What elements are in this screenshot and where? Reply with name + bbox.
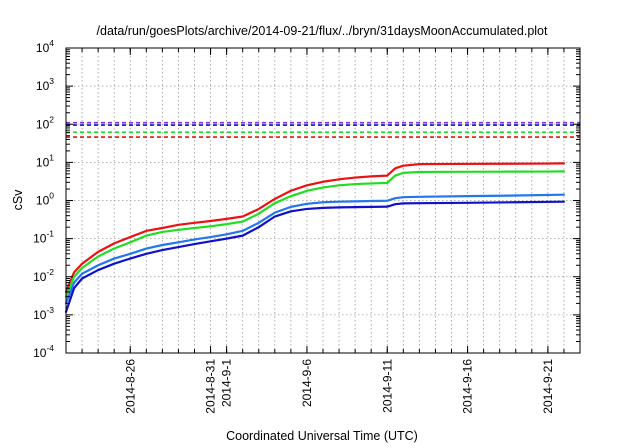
y-tick-label: 10-4 bbox=[33, 343, 54, 360]
y-tick-label: 10-1 bbox=[33, 229, 54, 246]
x-tick-label: 2014-9-16 bbox=[461, 359, 475, 414]
y-tick-label: 103 bbox=[36, 76, 54, 93]
series-line bbox=[64, 200, 566, 313]
chart-title: /data/run/goesPlots/archive/2014-09-21/f… bbox=[97, 24, 548, 38]
series-line bbox=[64, 193, 566, 305]
y-tick-label: 100 bbox=[36, 191, 54, 208]
y-tick-label: 104 bbox=[36, 38, 54, 55]
y-tick-exponent: -2 bbox=[46, 267, 54, 277]
y-tick-label: 10-3 bbox=[33, 305, 54, 322]
grid bbox=[66, 48, 580, 353]
series-lines bbox=[64, 162, 566, 313]
x-tick-label: 2014-8-26 bbox=[123, 359, 137, 414]
y-tick-exponent: 0 bbox=[49, 191, 54, 201]
y-tick-exponent: -1 bbox=[46, 229, 54, 239]
y-tick-exponent: -3 bbox=[46, 305, 54, 315]
x-axis: 2014-8-26 2014-8-31 2014-9-1 2014-9-6 2014-9… bbox=[81, 48, 565, 414]
reference-lines bbox=[66, 121, 580, 138]
y-tick-exponent: 3 bbox=[49, 76, 54, 86]
x-tick-label: 2014-9-21 bbox=[541, 359, 555, 414]
y-tick-exponent: 1 bbox=[49, 152, 54, 162]
y-axis-label: cSv bbox=[11, 189, 25, 211]
series-line bbox=[64, 162, 566, 294]
x-tick-label: 2014-9-6 bbox=[300, 359, 314, 407]
x-tick-label: 2014-9-11 bbox=[380, 359, 394, 413]
y-tick-exponent: 2 bbox=[49, 114, 54, 124]
y-tick-exponent: 4 bbox=[49, 38, 54, 48]
y-tick-exponent: -4 bbox=[46, 343, 54, 353]
x-tick-label: 2014-8-31 bbox=[204, 359, 218, 414]
series-line bbox=[64, 170, 566, 298]
y-tick-label: 10-2 bbox=[33, 267, 54, 284]
y-tick-label: 102 bbox=[36, 114, 54, 131]
x-tick-label: 2014-9-1 bbox=[220, 359, 234, 407]
y-tick-label: 101 bbox=[36, 152, 54, 169]
x-axis-label: Coordinated Universal Time (UTC) bbox=[226, 429, 418, 443]
